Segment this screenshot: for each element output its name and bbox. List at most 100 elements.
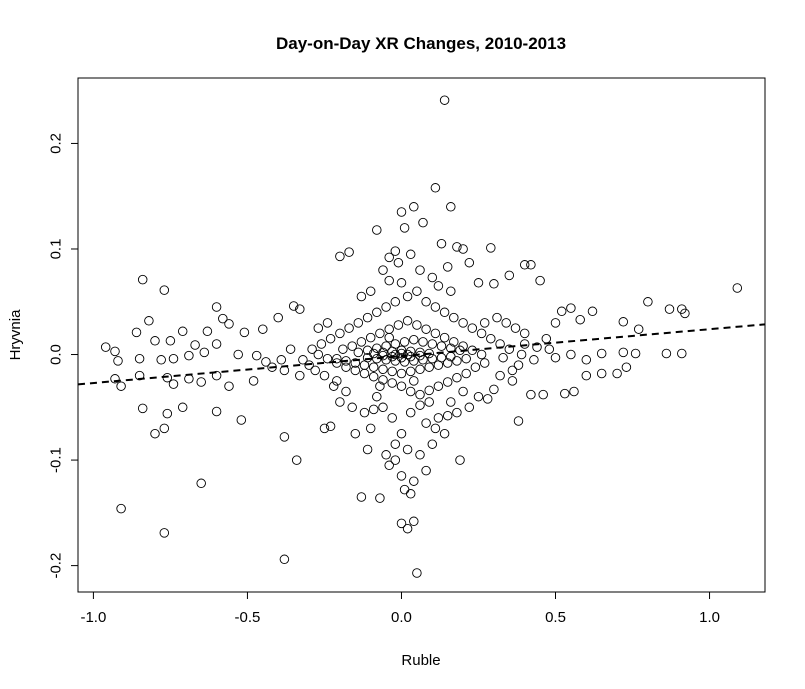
data-point — [353, 318, 364, 328]
data-point — [544, 344, 555, 354]
data-point — [319, 423, 330, 434]
data-point — [168, 353, 179, 364]
data-point — [381, 450, 391, 460]
data-point — [211, 370, 222, 381]
data-point — [550, 318, 561, 328]
data-point — [365, 332, 376, 343]
data-point — [267, 362, 277, 372]
data-point — [375, 328, 385, 339]
data-point — [399, 484, 410, 495]
data-point — [362, 312, 373, 323]
data-point — [344, 247, 354, 257]
data-point — [412, 568, 422, 578]
data-point — [372, 307, 382, 318]
data-point — [421, 324, 431, 334]
data-point — [362, 444, 373, 455]
data-point — [529, 355, 539, 365]
data-point — [313, 349, 324, 360]
data-point — [504, 344, 515, 354]
data-point — [381, 341, 391, 351]
y-axis-label: Hryvnia — [7, 309, 24, 361]
data-point — [396, 381, 407, 391]
data-point — [356, 492, 367, 502]
data-point — [298, 355, 308, 365]
data-point — [526, 260, 536, 270]
data-point — [495, 370, 505, 381]
y-tick-label: 0.1 — [48, 239, 65, 260]
x-tick-label: 0.0 — [391, 609, 412, 626]
data-point — [396, 471, 407, 481]
data-point — [328, 381, 339, 391]
data-point — [566, 303, 576, 313]
data-point — [307, 344, 317, 354]
data-point — [384, 252, 394, 263]
data-point — [159, 423, 170, 434]
data-point — [427, 439, 438, 449]
data-point — [381, 302, 391, 312]
data-point — [405, 366, 416, 377]
data-point — [224, 381, 234, 391]
data-point — [430, 423, 441, 434]
data-point — [449, 312, 459, 323]
data-point — [455, 455, 465, 465]
data-point — [513, 360, 524, 370]
data-point — [113, 356, 123, 366]
data-point — [159, 528, 170, 538]
data-point — [439, 428, 450, 439]
data-point — [304, 360, 314, 370]
data-point — [341, 386, 351, 397]
data-point — [501, 318, 511, 328]
x-tick-label: 0.5 — [545, 609, 566, 626]
data-point — [273, 312, 283, 323]
data-point — [566, 349, 576, 360]
data-point — [378, 265, 388, 275]
data-point — [452, 356, 462, 366]
data-point — [418, 337, 428, 347]
data-point — [211, 406, 222, 417]
data-point — [396, 428, 407, 439]
data-point — [489, 279, 499, 289]
data-point — [489, 384, 499, 395]
data-point — [224, 319, 234, 329]
data-point — [248, 376, 259, 386]
data-point — [424, 397, 434, 407]
data-point — [276, 355, 287, 365]
data-point — [452, 407, 462, 418]
data-point — [421, 465, 431, 476]
data-point — [550, 352, 561, 363]
data-point — [365, 286, 376, 296]
data-point — [409, 516, 419, 527]
x-tick-label: -1.0 — [80, 609, 106, 626]
data-point — [365, 423, 376, 434]
y-axis: -0.2 -0.1 0.0 0.1 0.2 — [48, 133, 79, 579]
data-point — [464, 257, 475, 268]
data-point — [378, 375, 388, 385]
data-point — [313, 323, 324, 333]
x-axis: -1.0 -0.5 0.0 0.5 1.0 — [80, 591, 720, 626]
data-point — [532, 342, 542, 352]
data-point — [436, 341, 447, 351]
data-point — [211, 302, 222, 312]
data-point — [236, 415, 247, 425]
data-point — [596, 368, 607, 379]
data-point — [316, 339, 327, 349]
data-point — [405, 489, 416, 499]
data-point — [387, 351, 397, 362]
data-point — [458, 318, 468, 328]
data-point — [467, 323, 478, 333]
data-point — [190, 340, 200, 350]
data-point — [332, 353, 342, 364]
data-points — [100, 95, 743, 578]
data-point — [442, 410, 453, 421]
data-point — [285, 344, 296, 354]
data-point — [387, 413, 397, 423]
data-point — [319, 370, 330, 381]
data-point — [279, 432, 290, 442]
data-point — [442, 262, 453, 272]
data-point — [211, 339, 222, 349]
data-point — [396, 278, 407, 288]
data-point — [476, 328, 487, 339]
data-point — [165, 336, 176, 346]
data-point — [150, 336, 160, 346]
data-point — [279, 554, 290, 565]
